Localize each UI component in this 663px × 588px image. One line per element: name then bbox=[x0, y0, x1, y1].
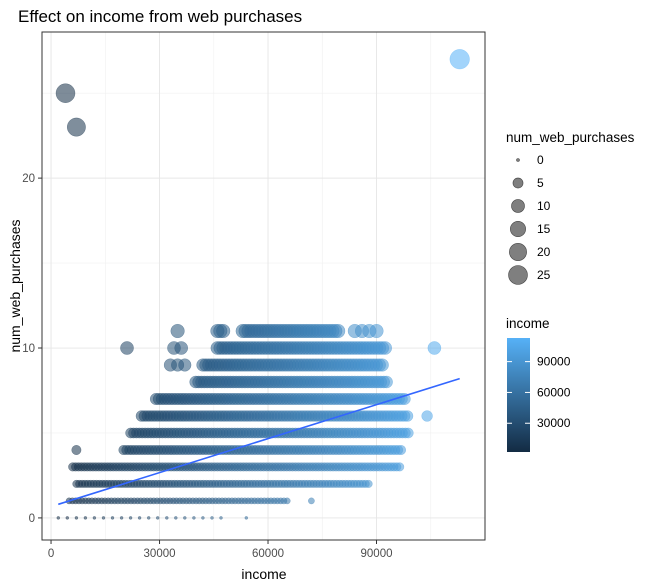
x-tick-label: 0 bbox=[48, 548, 54, 560]
y-tick-label: 0 bbox=[29, 513, 35, 525]
data-point bbox=[178, 358, 192, 372]
size-legend-key bbox=[511, 199, 525, 213]
data-point bbox=[155, 516, 160, 520]
size-legend-title: num_web_purchases bbox=[506, 130, 635, 145]
data-point bbox=[71, 445, 82, 455]
data-point bbox=[421, 410, 433, 422]
data-point bbox=[395, 462, 405, 472]
trend-line bbox=[58, 377, 460, 506]
data-point bbox=[170, 323, 185, 339]
data-point bbox=[201, 516, 205, 520]
data-point bbox=[375, 358, 389, 372]
data-point bbox=[55, 83, 76, 103]
data-point bbox=[401, 410, 414, 422]
x-tick-label: 90000 bbox=[361, 548, 393, 560]
data-point bbox=[219, 516, 223, 520]
size-legend-key bbox=[516, 158, 520, 162]
data-point bbox=[216, 323, 231, 339]
data-point bbox=[331, 323, 346, 339]
size-legend-key bbox=[509, 243, 527, 261]
plot-border bbox=[41, 31, 486, 541]
size-legend-label: 10 bbox=[537, 199, 551, 213]
size-legend-label: 5 bbox=[537, 176, 544, 190]
chart-title: Effect on income from web purchases bbox=[18, 7, 302, 26]
color-legend-title: income bbox=[506, 316, 550, 331]
data-point bbox=[210, 516, 214, 520]
y-tick-label: 20 bbox=[22, 173, 35, 185]
size-legend: num_web_purchases 0 5 10 15 20 25 bbox=[506, 130, 635, 285]
data-point bbox=[396, 445, 407, 455]
data-point bbox=[146, 516, 151, 520]
color-legend-label: 30000 bbox=[537, 416, 571, 430]
data-point bbox=[369, 323, 384, 339]
data-point bbox=[364, 479, 373, 488]
plot-panel bbox=[42, 32, 485, 540]
data-point bbox=[174, 516, 178, 520]
data-point bbox=[165, 516, 169, 520]
data-point bbox=[66, 117, 86, 137]
data-point bbox=[308, 497, 315, 505]
data-point bbox=[128, 516, 133, 520]
data-point bbox=[120, 341, 134, 355]
color-legend-label: 90000 bbox=[537, 355, 571, 369]
data-point bbox=[380, 375, 393, 389]
data-point bbox=[65, 516, 70, 520]
x-tick-label: 30000 bbox=[144, 548, 176, 560]
data-point bbox=[101, 516, 106, 520]
data-point bbox=[110, 516, 115, 520]
data-point bbox=[92, 516, 97, 520]
data-point bbox=[192, 516, 196, 520]
x-tick-label: 60000 bbox=[252, 548, 284, 560]
size-legend-label: 0 bbox=[537, 153, 544, 167]
trend-line-layer bbox=[58, 377, 460, 506]
data-point bbox=[283, 497, 291, 505]
color-legend-label: 60000 bbox=[537, 385, 571, 399]
data-point bbox=[83, 516, 88, 520]
size-legend-label: 20 bbox=[537, 245, 551, 259]
size-legend-label: 15 bbox=[537, 222, 551, 236]
data-points bbox=[55, 49, 470, 520]
y-tick-label: 10 bbox=[22, 343, 35, 355]
data-point bbox=[174, 341, 189, 355]
size-legend-key bbox=[512, 177, 524, 189]
data-point bbox=[56, 516, 61, 520]
data-point bbox=[74, 516, 79, 520]
y-axis-title: num_web_purchases bbox=[7, 219, 23, 352]
size-legend-key bbox=[508, 265, 528, 285]
x-axis-title: income bbox=[241, 566, 286, 582]
data-point bbox=[244, 516, 249, 520]
color-legend-gradient-bar bbox=[507, 338, 530, 452]
data-point bbox=[378, 341, 393, 355]
data-point bbox=[427, 341, 442, 355]
grid-lines bbox=[42, 32, 485, 540]
axes: 0 30000 60000 90000 0 10 20 bbox=[22, 173, 392, 560]
data-point bbox=[183, 516, 187, 520]
data-point bbox=[119, 516, 124, 520]
data-point bbox=[137, 516, 142, 520]
data-point bbox=[449, 49, 470, 70]
size-legend-label: 25 bbox=[537, 268, 551, 282]
size-legend-key bbox=[509, 221, 526, 238]
data-point bbox=[402, 427, 414, 439]
color-legend: income 30000 60000 90000 bbox=[506, 316, 571, 452]
